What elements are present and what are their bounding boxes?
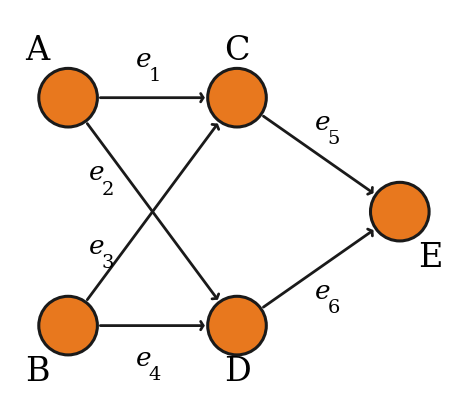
Text: 6: 6 (328, 299, 340, 317)
Text: e: e (89, 160, 104, 186)
Text: 4: 4 (148, 366, 161, 384)
Text: e: e (136, 346, 151, 371)
Text: C: C (224, 35, 250, 67)
Text: E: E (418, 243, 443, 274)
Text: 5: 5 (328, 130, 340, 148)
Text: B: B (25, 357, 50, 388)
Text: 3: 3 (102, 254, 114, 272)
Circle shape (208, 68, 266, 127)
Text: e: e (136, 46, 151, 72)
Text: e: e (315, 109, 330, 135)
Circle shape (39, 296, 97, 355)
Text: e: e (315, 278, 330, 304)
Circle shape (371, 182, 429, 241)
Text: 1: 1 (148, 67, 161, 85)
Text: e: e (89, 234, 104, 259)
Text: D: D (224, 357, 250, 388)
Text: 2: 2 (102, 181, 114, 199)
Text: A: A (26, 35, 50, 67)
Circle shape (39, 68, 97, 127)
Circle shape (208, 296, 266, 355)
